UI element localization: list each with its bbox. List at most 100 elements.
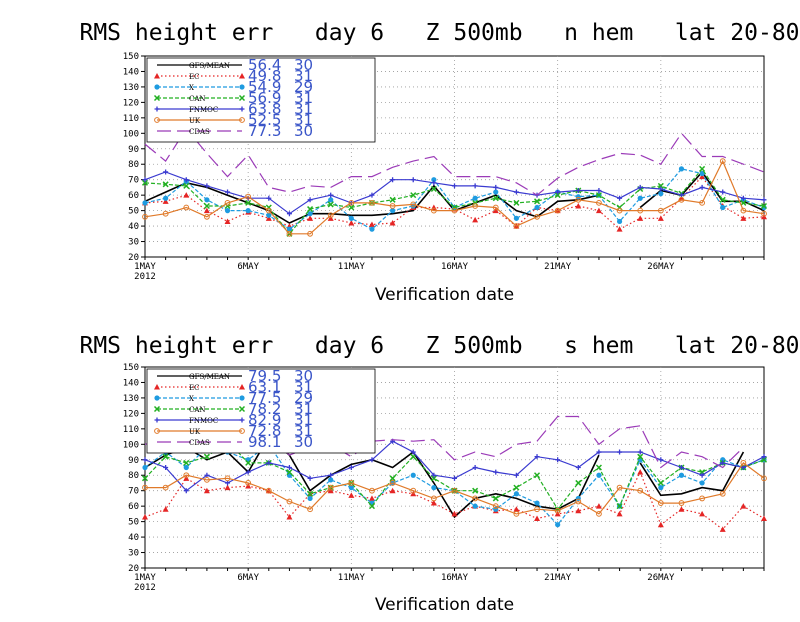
data-point bbox=[678, 465, 684, 470]
data-point bbox=[163, 169, 169, 175]
data-point bbox=[637, 469, 644, 475]
data-point bbox=[369, 226, 375, 232]
legend-stat: 56.9 bbox=[248, 89, 281, 107]
data-point bbox=[595, 464, 602, 471]
data-point bbox=[740, 215, 747, 221]
y-tick-label: 80 bbox=[128, 160, 139, 170]
legend-marker-right bbox=[239, 117, 245, 123]
data-point bbox=[369, 457, 375, 463]
legend-stat: 78.2 bbox=[248, 400, 281, 418]
data-point bbox=[657, 215, 664, 221]
y-tick-label: 70 bbox=[128, 487, 139, 497]
data-point bbox=[266, 212, 272, 218]
data-point bbox=[245, 480, 252, 486]
data-point bbox=[183, 177, 189, 183]
y-tick-label: 70 bbox=[128, 176, 139, 186]
data-point bbox=[286, 211, 292, 217]
chart-title: RMS height err day 6 Z 500mb n hem lat 2… bbox=[79, 20, 799, 46]
data-point bbox=[204, 183, 210, 189]
series-line bbox=[144, 159, 765, 235]
legend-marker-right bbox=[239, 417, 245, 423]
data-point bbox=[389, 219, 396, 226]
data-point bbox=[513, 223, 520, 229]
data-point bbox=[534, 198, 541, 205]
data-point bbox=[410, 472, 416, 478]
data-point bbox=[327, 212, 334, 219]
data-point bbox=[431, 177, 437, 183]
data-point bbox=[761, 475, 767, 482]
legend-marker-right bbox=[239, 84, 245, 90]
y-tick-label: 30 bbox=[128, 238, 139, 248]
data-point bbox=[493, 189, 499, 195]
data-point bbox=[430, 207, 437, 214]
legend-marker-left bbox=[153, 94, 161, 102]
legend-name: CAN bbox=[189, 406, 206, 414]
data-point bbox=[410, 487, 417, 494]
data-point bbox=[617, 449, 623, 455]
data-point bbox=[431, 485, 437, 491]
data-point bbox=[224, 475, 231, 482]
data-point bbox=[162, 484, 169, 491]
data-point bbox=[637, 453, 644, 460]
data-point bbox=[740, 195, 746, 201]
y-tick-label: 80 bbox=[128, 471, 139, 481]
y-tick-label: 140 bbox=[123, 67, 139, 77]
x-tick-label: 6MAY bbox=[237, 262, 259, 272]
data-point bbox=[699, 480, 705, 486]
legend-stat: 63.1 bbox=[248, 378, 281, 396]
data-point bbox=[493, 184, 499, 190]
x-tick-label-line: 16MAY bbox=[441, 573, 469, 583]
y-tick-label: 130 bbox=[123, 83, 139, 93]
legend-marker-left bbox=[154, 106, 160, 112]
data-point bbox=[595, 207, 602, 214]
legend-count: 31 bbox=[294, 111, 313, 129]
data-point bbox=[616, 503, 623, 510]
data-point bbox=[596, 199, 602, 206]
data-point bbox=[472, 195, 478, 201]
legend-stat: 98.1 bbox=[248, 433, 281, 451]
data-point bbox=[142, 213, 148, 220]
data-point bbox=[203, 207, 210, 214]
data-point bbox=[286, 469, 293, 476]
data-point bbox=[390, 177, 396, 183]
x-tick-label-line: 2012 bbox=[134, 583, 156, 593]
data-point bbox=[513, 506, 520, 512]
data-point bbox=[369, 487, 375, 494]
legend-name: FNMOC bbox=[189, 106, 218, 114]
data-point bbox=[616, 510, 623, 517]
chart-panel-s-hem: RMS height err day 6 Z 500mb s hem lat 2… bbox=[79, 333, 799, 615]
data-point bbox=[410, 201, 417, 208]
data-point bbox=[678, 500, 685, 506]
data-point bbox=[224, 208, 231, 214]
legend-count: 30 bbox=[294, 433, 313, 451]
data-point bbox=[430, 185, 437, 192]
data-point bbox=[555, 457, 561, 463]
legend-stat: 72.8 bbox=[248, 422, 281, 440]
data-point bbox=[637, 449, 643, 455]
x-tick-label-line: 26MAY bbox=[647, 573, 675, 583]
data-point bbox=[203, 202, 210, 210]
data-point bbox=[616, 218, 623, 225]
data-point bbox=[658, 457, 664, 463]
data-point bbox=[245, 193, 252, 200]
data-point bbox=[142, 457, 148, 463]
data-point bbox=[492, 204, 499, 211]
data-point bbox=[286, 230, 293, 237]
data-point bbox=[389, 203, 396, 209]
data-point bbox=[389, 487, 396, 494]
data-point bbox=[266, 195, 272, 201]
legend-count: 31 bbox=[294, 89, 313, 107]
x-tick-label: 26MAY bbox=[647, 573, 675, 583]
legend-count: 29 bbox=[294, 78, 313, 96]
data-point bbox=[141, 475, 149, 482]
data-point bbox=[534, 472, 541, 479]
legend-name: EC bbox=[189, 73, 199, 81]
series-fnmoc bbox=[142, 438, 767, 494]
data-point bbox=[637, 184, 643, 190]
data-point bbox=[162, 181, 169, 188]
x-tick-label-line: 16MAY bbox=[441, 262, 469, 272]
x-axis-label: Verification date bbox=[375, 285, 514, 305]
legend-count: 31 bbox=[294, 67, 313, 85]
y-tick-label: 40 bbox=[128, 533, 139, 543]
